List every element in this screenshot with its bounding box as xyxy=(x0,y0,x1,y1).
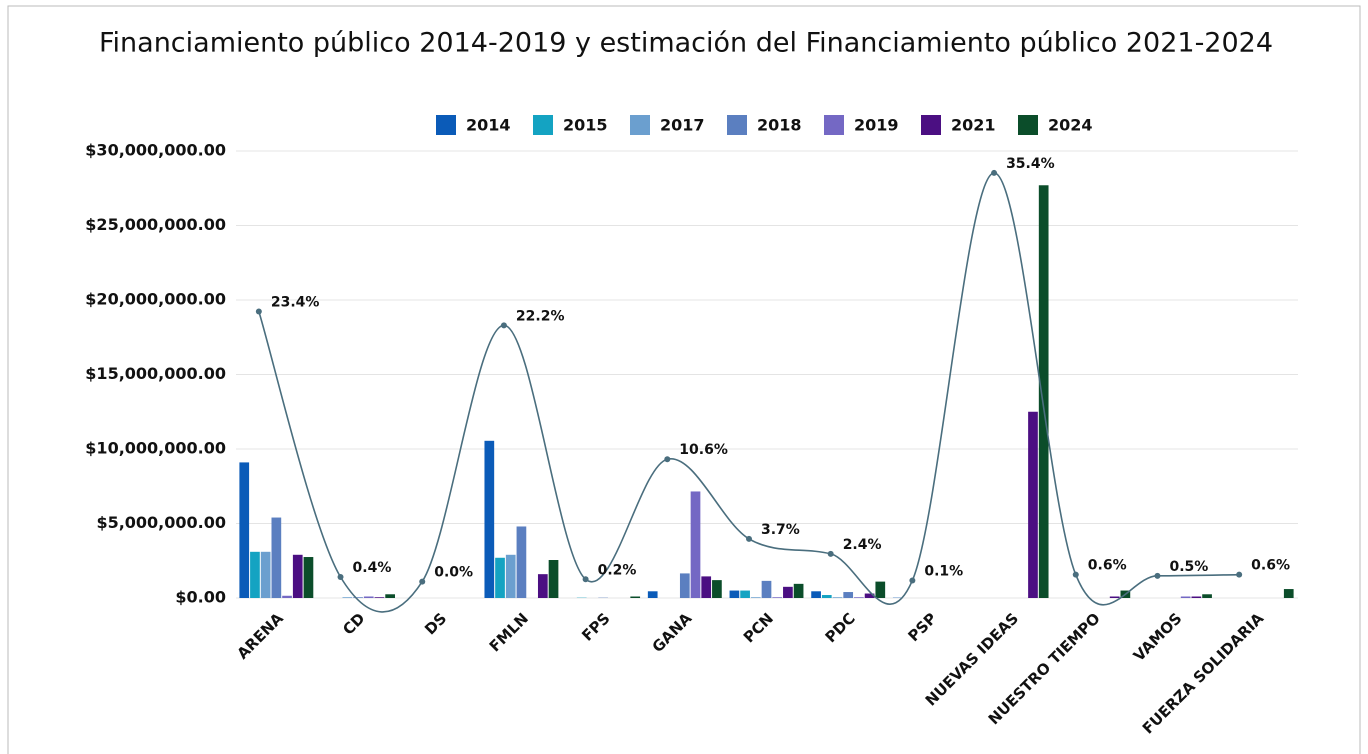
bar xyxy=(1038,185,1049,598)
bar xyxy=(250,551,260,598)
line-point xyxy=(909,577,916,584)
line-point xyxy=(582,576,589,583)
bar xyxy=(1028,411,1038,598)
bar xyxy=(793,583,804,598)
bar xyxy=(740,590,750,598)
bar xyxy=(374,597,385,598)
y-tick-label: $0.00 xyxy=(175,588,226,607)
bar xyxy=(647,591,658,598)
line-point xyxy=(746,535,752,542)
bar xyxy=(537,574,548,598)
legend-swatch xyxy=(630,115,650,135)
data-label: 0.4% xyxy=(353,560,392,576)
line-point xyxy=(500,322,507,329)
bar xyxy=(271,517,282,598)
legend-swatch xyxy=(824,115,844,135)
data-label: 35.4% xyxy=(1006,156,1055,172)
bar xyxy=(1202,594,1212,598)
chart-title: Financiamiento público 2014-2019 y estim… xyxy=(99,28,1273,59)
bar xyxy=(821,595,832,598)
bar xyxy=(282,595,292,598)
y-tick-label: $5,000,000.00 xyxy=(96,513,226,532)
data-label: 0.1% xyxy=(924,563,963,579)
data-label: 0.6% xyxy=(1251,558,1290,574)
legend-swatch xyxy=(1018,115,1038,135)
legend-label: 2021 xyxy=(951,116,996,135)
data-label: 10.6% xyxy=(679,442,728,458)
data-label: 22.2% xyxy=(516,308,565,324)
data-label: 0.0% xyxy=(434,565,473,581)
line-point xyxy=(419,578,426,585)
bar xyxy=(712,580,722,598)
bar xyxy=(750,597,761,598)
y-tick-label: $20,000,000.00 xyxy=(85,290,226,309)
bar xyxy=(701,576,712,598)
line-point xyxy=(664,456,671,463)
y-tick-label: $30,000,000.00 xyxy=(85,141,226,160)
bar xyxy=(843,592,854,598)
bar xyxy=(516,526,527,598)
bar xyxy=(260,551,271,598)
bar xyxy=(690,491,701,598)
bar xyxy=(495,557,505,598)
legend-label: 2024 xyxy=(1048,116,1093,135)
bar xyxy=(303,557,314,598)
bar xyxy=(811,591,821,598)
line-point xyxy=(1154,572,1161,579)
bar xyxy=(548,560,559,598)
legend-swatch xyxy=(921,115,941,135)
bar xyxy=(505,554,516,598)
bar xyxy=(484,440,495,598)
line-point xyxy=(991,169,998,176)
data-label: 2.4% xyxy=(843,537,882,553)
bar xyxy=(239,462,250,598)
bar xyxy=(679,573,690,598)
bar xyxy=(783,586,793,598)
legend-swatch xyxy=(533,115,553,135)
bar xyxy=(385,594,395,598)
line-point xyxy=(255,308,262,315)
data-label: 23.4% xyxy=(271,294,320,310)
data-label: 0.5% xyxy=(1169,559,1208,575)
bar xyxy=(729,590,740,598)
bar xyxy=(363,596,374,598)
line-point xyxy=(827,550,834,557)
legend-label: 2015 xyxy=(563,116,608,135)
legend-label: 2017 xyxy=(660,116,705,135)
legend-swatch xyxy=(727,115,747,135)
bar xyxy=(292,554,303,598)
bar xyxy=(854,597,864,598)
line-point xyxy=(337,573,344,580)
data-label: 0.6% xyxy=(1088,558,1127,574)
legend-label: 2014 xyxy=(466,116,511,135)
y-tick-label: $15,000,000.00 xyxy=(85,364,226,383)
bar xyxy=(342,597,353,598)
y-tick-label: $10,000,000.00 xyxy=(85,439,226,458)
bar xyxy=(1109,596,1120,598)
bar xyxy=(761,580,772,598)
bar xyxy=(1180,596,1191,598)
legend-label: 2019 xyxy=(854,116,899,135)
bar xyxy=(630,596,641,598)
legend-swatch xyxy=(436,115,456,135)
bar xyxy=(875,581,886,598)
y-tick-label: $25,000,000.00 xyxy=(85,215,226,234)
data-label: 0.2% xyxy=(598,562,637,578)
bar xyxy=(772,597,783,598)
line-point xyxy=(1236,571,1243,578)
bar xyxy=(1191,596,1202,598)
line-point xyxy=(1072,571,1079,578)
legend-label: 2018 xyxy=(757,116,802,135)
frame xyxy=(7,5,1361,754)
bar xyxy=(832,597,843,598)
bar xyxy=(864,593,875,598)
data-label: 3.7% xyxy=(761,522,800,538)
bar xyxy=(353,597,363,598)
bar xyxy=(1283,589,1294,598)
